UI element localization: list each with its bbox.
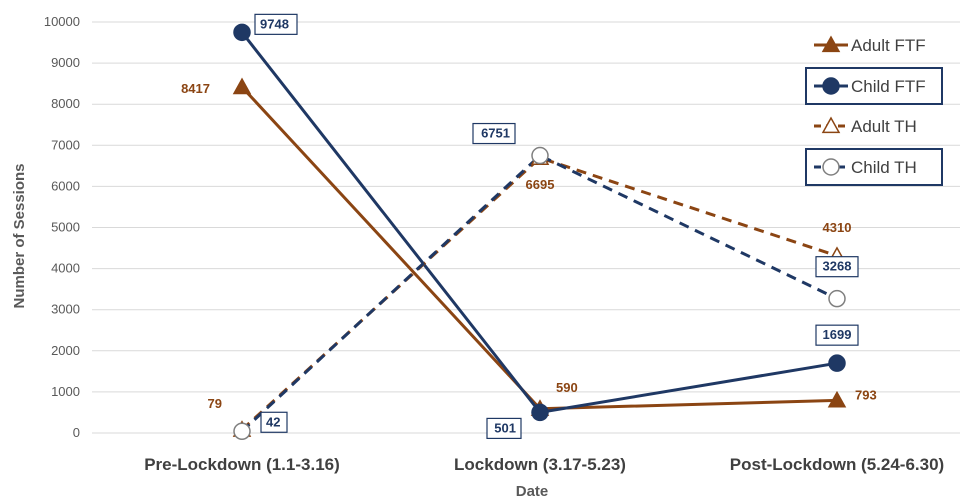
data-label: 590 — [556, 380, 578, 395]
y-tick-label: 2000 — [51, 343, 80, 358]
x-tick-label: Post-Lockdown (5.24-6.30) — [730, 455, 944, 474]
y-axis-ticks: 0 1000 2000 3000 4000 5000 6000 7000 8000 9000 100… — [44, 14, 80, 440]
marker-circle — [822, 158, 840, 176]
legend-label: Child TH — [851, 158, 917, 177]
x-tick-label: Pre-Lockdown (1.1-3.16) — [144, 455, 340, 474]
data-label-box — [815, 256, 859, 278]
y-axis-title: Number of Sessions — [11, 163, 28, 308]
legend-label: Adult TH — [851, 117, 917, 136]
marker-triangle — [821, 116, 841, 134]
series-lines — [240, 31, 838, 433]
y-tick-label: 6000 — [51, 178, 80, 193]
data-labels: 8417 590 793 9748 501 1699 79 6695 4310 42 6751 326… — [181, 13, 877, 440]
y-tick-label: 10000 — [44, 14, 80, 29]
marker-circle — [531, 146, 549, 165]
data-label-box — [486, 417, 522, 440]
data-label: 9748 — [260, 16, 289, 31]
marker-circle — [828, 289, 846, 308]
series-line — [240, 156, 838, 431]
y-tick-label: 3000 — [51, 302, 80, 317]
series-line — [240, 153, 838, 433]
x-tick-label: Lockdown (3.17-5.23) — [454, 455, 626, 474]
y-tick-label: 4000 — [51, 261, 80, 276]
data-label-box — [254, 13, 298, 35]
legend-label: Child FTF — [851, 77, 926, 96]
marker-triangle — [232, 77, 252, 95]
data-label: 1699 — [823, 327, 852, 342]
data-label: 42 — [266, 414, 280, 429]
data-label: 3268 — [823, 259, 852, 274]
marker-circle — [233, 23, 251, 42]
y-tick-label: 1000 — [51, 384, 80, 399]
marker-circle — [531, 403, 549, 422]
marker-triangle — [821, 35, 841, 53]
x-axis-categories: Pre-Lockdown (1.1-3.16) Lockdown (3.17-5.… — [144, 455, 944, 474]
marker-circle — [828, 354, 846, 372]
y-tick-label: 9000 — [51, 55, 80, 70]
marker-triangle — [827, 390, 847, 408]
legend: Adult FTF Child FTF Adult TH Child TH — [805, 35, 943, 186]
data-label-box — [472, 122, 516, 145]
series-line — [240, 86, 838, 411]
legend-label: Adult FTF — [851, 36, 926, 55]
y-tick-label: 7000 — [51, 137, 80, 152]
series-markers — [232, 23, 847, 441]
marker-circle — [822, 77, 840, 95]
y-tick-label: 5000 — [51, 220, 80, 235]
marker-circle — [233, 422, 251, 441]
data-label: 6751 — [481, 126, 510, 141]
y-tick-label: 0 — [73, 425, 80, 440]
data-label: 79 — [208, 396, 222, 411]
data-label-box — [815, 324, 859, 346]
gridlines — [92, 21, 960, 434]
data-label-box — [260, 411, 288, 433]
data-label: 6695 — [526, 177, 555, 192]
data-label: 501 — [494, 420, 516, 435]
data-label: 4310 — [823, 220, 852, 235]
y-tick-label: 8000 — [51, 96, 80, 111]
data-label: 793 — [855, 387, 877, 402]
data-label: 8417 — [181, 81, 210, 96]
series-line — [240, 31, 838, 415]
x-axis-title: Date — [516, 483, 549, 500]
